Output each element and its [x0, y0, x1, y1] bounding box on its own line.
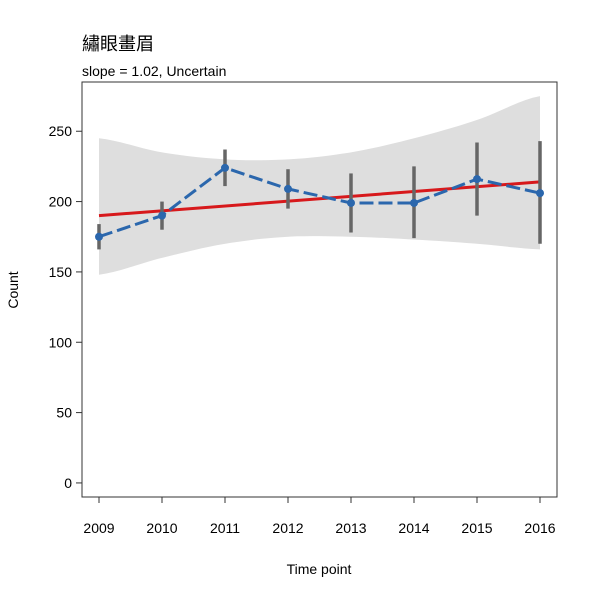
y-axis-title: Count	[5, 271, 21, 308]
y-tick-label: 250	[49, 123, 73, 139]
trend-line	[98, 180, 541, 218]
data-point	[347, 198, 355, 207]
data-point	[410, 198, 418, 207]
data-point	[95, 232, 103, 241]
y-tick-label: 200	[49, 194, 73, 210]
x-tick-label: 2011	[210, 520, 240, 536]
data-point	[473, 175, 481, 184]
data-point	[536, 189, 544, 198]
y-tick-label: 100	[49, 334, 73, 350]
data-point	[158, 211, 166, 220]
chart-subtitle: slope = 1.02, Uncertain	[82, 63, 227, 79]
confidence-band	[99, 96, 540, 275]
series-line	[98, 166, 541, 239]
x-tick-label: 2015	[461, 520, 492, 536]
chart-title: 繡眼畫眉	[82, 34, 154, 55]
x-tick-label: 2009	[83, 520, 114, 536]
plot-frame	[81, 81, 558, 498]
y-tick-label: 0	[64, 475, 72, 491]
y-tick-label: 150	[49, 264, 73, 280]
x-tick-label: 2010	[146, 520, 177, 536]
data-point	[284, 184, 292, 193]
y-tick-label: 50	[56, 405, 72, 421]
x-tick-label: 2012	[272, 520, 303, 536]
data-point	[221, 163, 229, 172]
x-tick-label: 2014	[398, 520, 429, 536]
x-axis-title: Time point	[287, 561, 352, 577]
x-tick-label: 2016	[524, 520, 555, 536]
x-tick-label: 2013	[335, 520, 366, 536]
